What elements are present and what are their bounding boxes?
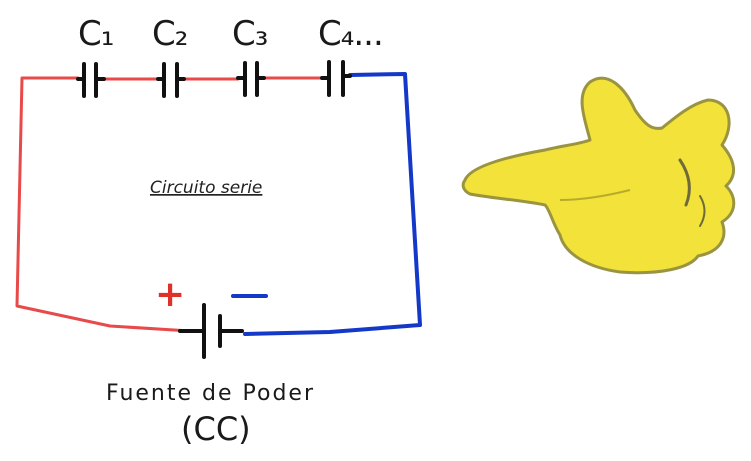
capacitor-1-label: C₁ — [78, 14, 113, 54]
capacitor-2-label: C₂ — [152, 14, 187, 54]
circuit-label: Circuito serie — [150, 178, 262, 198]
capacitor-4-label: C₄... — [318, 14, 383, 54]
capacitor-4 — [320, 60, 352, 97]
capacitor-1 — [76, 62, 106, 98]
battery-icon — [178, 303, 244, 359]
positive-sign: + — [155, 274, 185, 315]
capacitor-2 — [156, 62, 186, 98]
power-source-label: Fuente de Poder — [106, 381, 315, 406]
positive-wire — [15, 76, 324, 333]
pointing-hand-icon — [461, 76, 736, 275]
negative-wire — [243, 72, 422, 336]
power-source-type-label: (CC) — [181, 410, 251, 448]
capacitor-3 — [236, 61, 266, 97]
capacitor-3-label: C₃ — [232, 14, 267, 54]
